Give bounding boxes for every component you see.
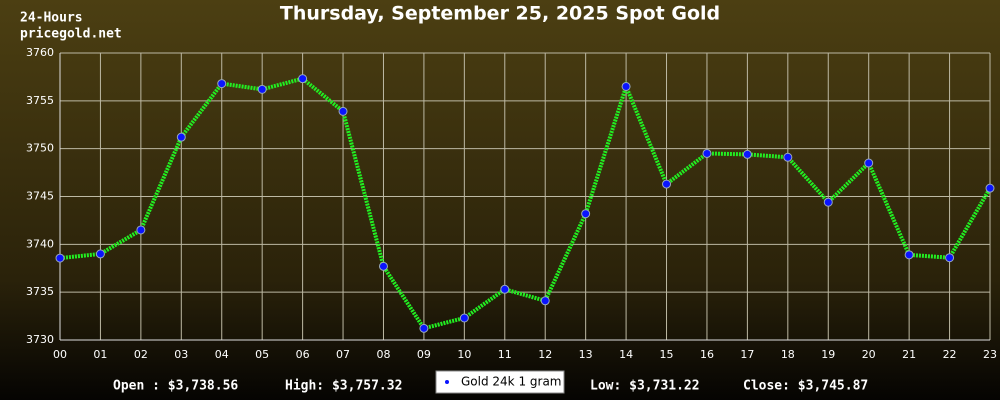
price-marker: [540, 296, 550, 306]
price-marker: [217, 79, 227, 89]
x-tick-label: 10: [457, 348, 471, 361]
price-marker: [257, 84, 267, 94]
price-marker: [500, 284, 510, 294]
price-marker: [945, 253, 955, 263]
price-marker: [95, 249, 105, 259]
chart-title: Thursday, September 25, 2025 Spot Gold: [280, 3, 720, 25]
legend-label: Gold 24k 1 gram: [461, 375, 561, 389]
x-tick-label: 04: [215, 348, 229, 361]
y-tick-label: 3735: [26, 285, 54, 298]
price-marker: [662, 179, 672, 189]
x-tick-label: 19: [821, 348, 835, 361]
source-label: pricegold.net: [20, 27, 122, 42]
price-line: [59, 76, 992, 331]
x-tick-label: 11: [498, 348, 512, 361]
price-marker: [904, 250, 914, 260]
x-tick-label: 00: [53, 348, 67, 361]
price-marker: [823, 197, 833, 207]
x-tick-label: 02: [134, 348, 148, 361]
x-tick-label: 16: [700, 348, 714, 361]
price-marker: [136, 225, 146, 235]
x-tick-label: 13: [579, 348, 593, 361]
x-tick-label: 12: [538, 348, 552, 361]
summary-text: Close: $3,745.87: [743, 379, 868, 394]
x-tick-label: 01: [93, 348, 107, 361]
price-marker: [298, 74, 308, 84]
x-tick-label: 03: [174, 348, 188, 361]
x-tick-label: 22: [943, 348, 957, 361]
price-marker: [419, 323, 429, 333]
x-tick-label: 07: [336, 348, 350, 361]
x-tick-label: 18: [781, 348, 795, 361]
y-tick-label: 3755: [26, 94, 54, 107]
price-marker: [176, 132, 186, 142]
price-marker: [621, 81, 631, 91]
x-tick-label: 14: [619, 348, 633, 361]
price-marker: [742, 149, 752, 159]
price-marker: [338, 106, 348, 116]
x-tick-label: 05: [255, 348, 269, 361]
price-marker: [459, 313, 469, 323]
price-marker: [702, 148, 712, 158]
legend-marker: [445, 380, 449, 384]
summary-text: Low: $3,731.22: [590, 379, 700, 394]
summary-text: High: $3,757.32: [285, 379, 402, 394]
x-tick-label: 17: [740, 348, 754, 361]
price-marker: [55, 253, 65, 263]
y-tick-label: 3750: [26, 142, 54, 155]
y-tick-label: 3760: [26, 46, 54, 59]
y-tick-label: 3740: [26, 237, 54, 250]
price-marker: [985, 183, 995, 193]
x-tick-label: 15: [660, 348, 674, 361]
x-tick-label: 20: [862, 348, 876, 361]
price-marker: [581, 209, 591, 219]
legend-box: [435, 370, 565, 394]
x-tick-label: 06: [296, 348, 310, 361]
price-marker: [783, 152, 793, 162]
period-label: 24-Hours: [20, 11, 83, 26]
x-tick-label: 21: [902, 348, 916, 361]
legend: Gold 24k 1 gram: [435, 370, 565, 394]
y-tick-label: 3745: [26, 190, 54, 203]
summary-text: Open : $3,738.56: [113, 379, 238, 394]
y-tick-label: 3730: [26, 333, 54, 346]
x-tick-label: 08: [376, 348, 390, 361]
price-marker: [864, 158, 874, 168]
x-tick-label: 09: [417, 348, 431, 361]
x-tick-label: 23: [983, 348, 997, 361]
price-marker: [378, 261, 388, 271]
